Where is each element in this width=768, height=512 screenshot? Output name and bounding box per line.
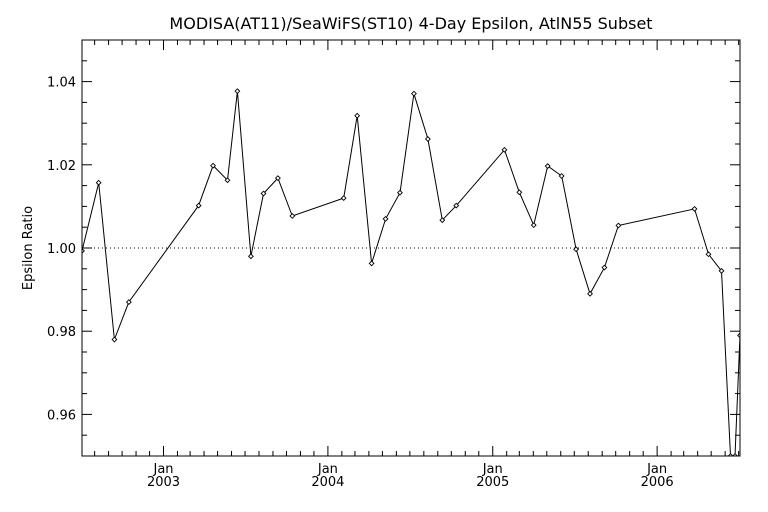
data-point (732, 453, 738, 456)
data-point (224, 177, 231, 184)
x-tick-year: 2005 (476, 475, 509, 490)
data-point (558, 173, 565, 179)
chart-title: MODISA(AT11)/SeaWiFS(ST10) 4-Day Epsilon… (169, 14, 652, 33)
data-point (453, 202, 460, 209)
data-point (125, 299, 132, 306)
y-tick-label: 1.04 (47, 76, 76, 91)
data-point (424, 136, 431, 142)
x-tick-month: Jan (482, 462, 503, 477)
data-point (573, 246, 579, 253)
data-point (410, 90, 417, 97)
x-tick-year: 2006 (641, 475, 674, 490)
plot-frame (81, 39, 741, 457)
data-point (615, 222, 622, 229)
x-tick-year: 2003 (147, 475, 180, 490)
data-point (234, 88, 241, 95)
data-point (718, 267, 725, 274)
data-point (382, 215, 389, 222)
data-point (601, 264, 608, 271)
y-axis-label: Epsilon Ratio (21, 206, 36, 290)
data-point (727, 453, 734, 456)
x-tick-month: Jan (152, 462, 173, 477)
data-point (691, 205, 698, 212)
data-point (530, 222, 537, 229)
x-tick-year: 2004 (311, 475, 344, 490)
data-point (737, 332, 740, 339)
x-tick-month: Jan (646, 462, 667, 477)
y-tick-label: 0.96 (47, 408, 76, 423)
data-point (95, 179, 102, 186)
data-point (368, 260, 375, 267)
data-point (340, 195, 347, 202)
data-point (289, 213, 296, 219)
data-point (705, 251, 712, 258)
data-point (544, 163, 551, 169)
data-point (397, 189, 403, 196)
data-point (501, 146, 508, 153)
y-tick-label: 0.98 (47, 325, 76, 340)
data-point (587, 290, 593, 297)
data-point (82, 247, 85, 254)
data-point (516, 189, 523, 196)
data-point (111, 336, 118, 343)
data-point (210, 162, 216, 169)
data-point (260, 190, 267, 197)
y-tick-label: 1.02 (47, 159, 76, 174)
series-line (82, 91, 740, 456)
y-tick-label: 1.00 (47, 242, 76, 257)
data-point (195, 202, 202, 209)
data-point (247, 253, 254, 260)
series-layer (82, 88, 740, 456)
data-point (354, 112, 361, 119)
data-point (439, 217, 446, 224)
tick-labels-layer: 0.960.981.001.021.04Jan2003Jan2004Jan200… (47, 76, 674, 490)
x-tick-month: Jan (317, 462, 338, 477)
data-point (274, 175, 281, 182)
